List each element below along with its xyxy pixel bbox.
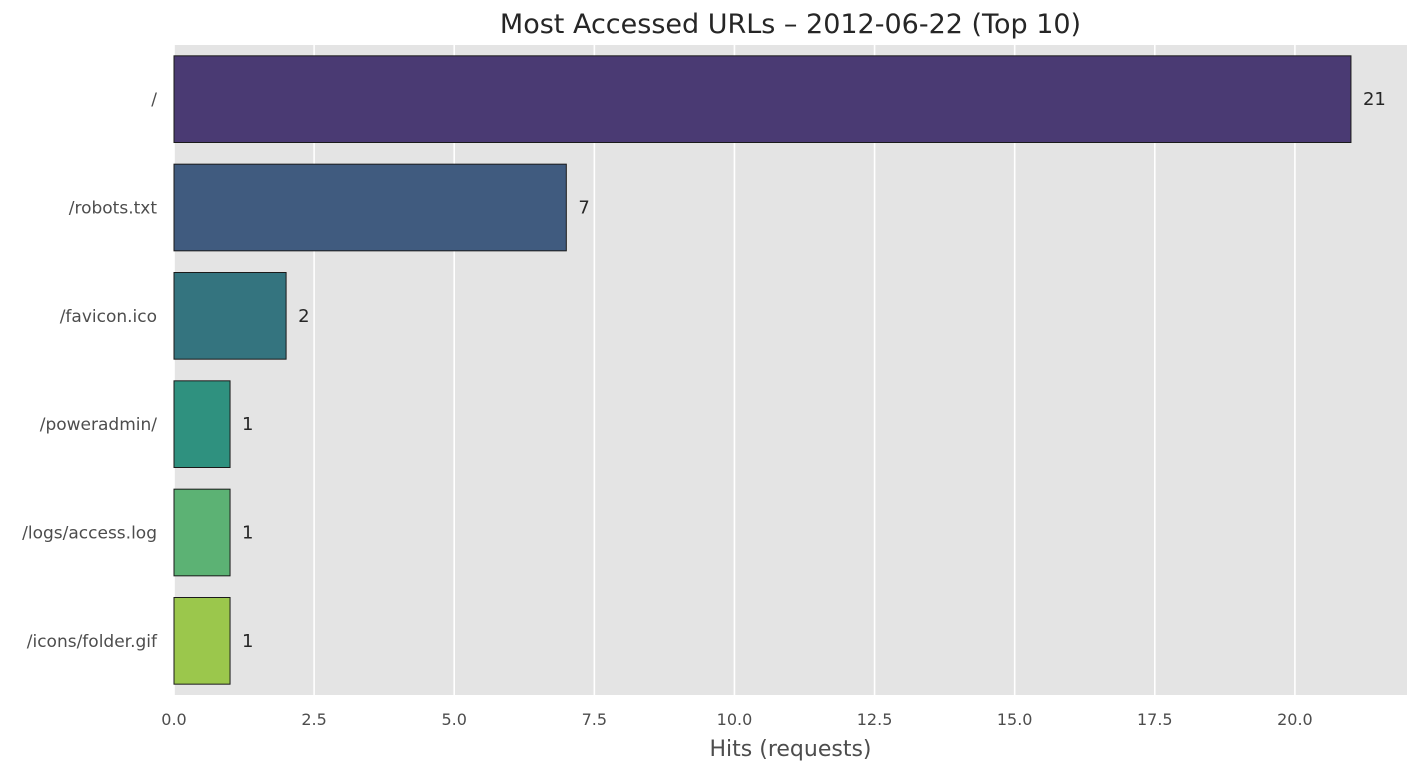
x-tick-label: 0.0 (161, 710, 186, 729)
category-label: / (151, 90, 157, 110)
x-tick-label: 5.0 (442, 710, 467, 729)
x-tick-label: 15.0 (997, 710, 1033, 729)
value-label: 1 (242, 414, 253, 435)
bar (173, 380, 231, 469)
x-axis-label: Hits (requests) (710, 737, 872, 762)
value-label: 1 (242, 523, 253, 544)
x-tick-label: 7.5 (582, 710, 607, 729)
x-tick-label: 20.0 (1277, 710, 1313, 729)
chart-title: Most Accessed URLs – 2012-06-22 (Top 10) (500, 9, 1081, 40)
value-label: 1 (242, 631, 253, 652)
x-tick-label: 2.5 (301, 710, 326, 729)
category-label: /poweradmin/ (40, 415, 158, 435)
x-tick-labels: 0.0 2.5 5.0 7.5 10.0 12.5 15.0 17.5 20.0 (161, 710, 1312, 729)
value-label: 21 (1363, 89, 1386, 110)
gridlines (173, 45, 1296, 695)
bars (173, 55, 1352, 685)
bar (173, 597, 231, 685)
x-tick-label: 10.0 (717, 710, 753, 729)
bar (173, 55, 1352, 143)
category-label: /icons/folder.gif (27, 632, 158, 652)
bar (173, 488, 231, 577)
x-tick-label: 12.5 (857, 710, 893, 729)
category-label: /favicon.ico (60, 307, 157, 327)
category-labels: / /robots.txt/favicon.ico/poweradmin/ /log… (22, 90, 158, 652)
bar (173, 272, 287, 360)
category-label: /robots.txt (69, 199, 158, 219)
value-label: 7 (578, 198, 589, 219)
x-tick-label: 17.5 (1137, 710, 1173, 729)
value-label: 2 (298, 306, 309, 327)
category-label: /logs/access.log (22, 524, 157, 544)
plot-area (174, 45, 1407, 695)
bar (173, 163, 567, 252)
